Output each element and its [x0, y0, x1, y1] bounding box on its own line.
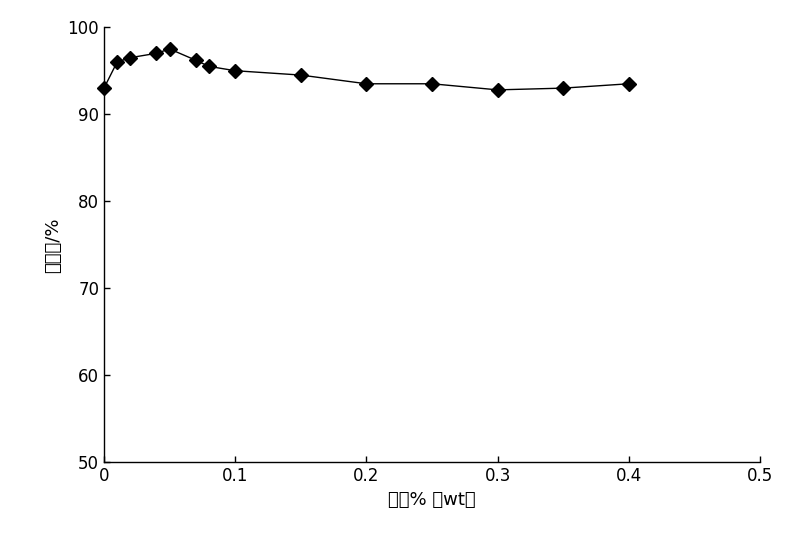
Y-axis label: 透光率/%: 透光率/% — [44, 217, 62, 273]
X-axis label: 浓度% （wt）: 浓度% （wt） — [388, 491, 476, 509]
